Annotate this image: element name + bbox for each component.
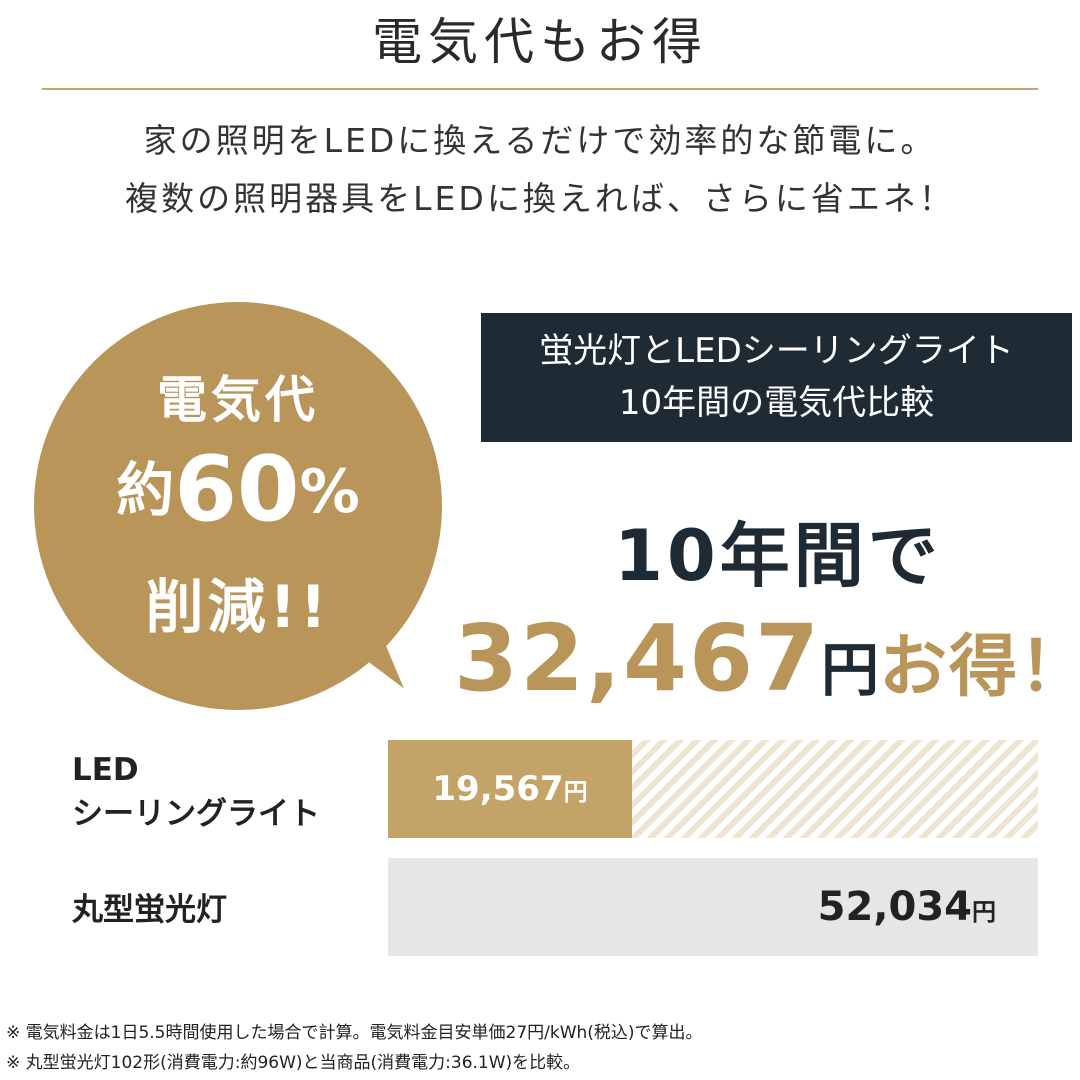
bubble-value: 60 xyxy=(174,437,300,542)
led-label-line-1: LED xyxy=(72,752,139,788)
bubble-line-1: 電気代 xyxy=(157,371,319,429)
footnotes: ※ 電気料金は1日5.5時間使用した場合で計算。電気料金目安単価27円/kWh(… xyxy=(6,1018,703,1078)
comparison-title-line-2: 10年間の電気代比較 xyxy=(618,383,935,423)
led-bar-fill: 19,567円 xyxy=(388,740,632,838)
led-amount: 19,567 xyxy=(432,769,564,809)
intro-line-1: 家の照明をLEDに換えるだけで効率的な節電に。 xyxy=(143,121,937,160)
fluorescent-bar-label: 丸型蛍光灯 xyxy=(72,892,227,928)
led-bar-value: 19,567円 xyxy=(432,769,587,809)
savings-suffix: お得！ xyxy=(879,628,1080,707)
led-unit: 円 xyxy=(563,778,588,806)
page-heading: 電気代もお得 xyxy=(372,13,708,71)
footnote-1: ※ 電気料金は1日5.5時間使用した場合で計算。電気料金目安単価27円/kWh(… xyxy=(6,1023,703,1043)
savings-speech-bubble xyxy=(34,302,442,710)
intro-text: 家の照明をLEDに換えるだけで効率的な節電に。 複数の照明器具をLEDに換えれば… xyxy=(0,112,1080,228)
savings-number: 32,467 xyxy=(454,605,822,712)
comparison-title-box: 蛍光灯とLEDシーリングライト 10年間の電気代比較 xyxy=(481,313,1072,442)
bubble-text: 電気代 約60% 削減!! xyxy=(34,302,442,710)
fluorescent-bar-value: 52,034円 xyxy=(818,884,996,930)
bubble-line-3: 削減!! xyxy=(145,573,331,641)
savings-amount: 32,467円お得！ xyxy=(454,605,1080,712)
heading-divider xyxy=(42,88,1038,90)
comparison-title-line-1: 蛍光灯とLEDシーリングライト xyxy=(539,331,1014,371)
savings-yen: 円 xyxy=(821,636,880,704)
led-bar-label: LED シーリングライト xyxy=(72,748,320,836)
bubble-percentage: 約60% xyxy=(34,440,442,542)
intro-line-2: 複数の照明器具をLEDに換えれば、さらに省エネ！ xyxy=(125,179,955,218)
bubble-prefix: 約 xyxy=(116,456,175,524)
footnote-2: ※ 丸型蛍光灯102形(消費電力:約96W)と当商品(消費電力:36.1W)を比… xyxy=(6,1053,581,1073)
bubble-unit: % xyxy=(299,457,360,527)
fluorescent-unit: 円 xyxy=(972,898,996,926)
fluorescent-amount: 52,034 xyxy=(817,884,972,930)
led-label-line-2: シーリングライト xyxy=(72,796,320,832)
fluorescent-bar: 52,034円 xyxy=(388,858,1038,956)
savings-period: 10年間で xyxy=(614,515,942,597)
